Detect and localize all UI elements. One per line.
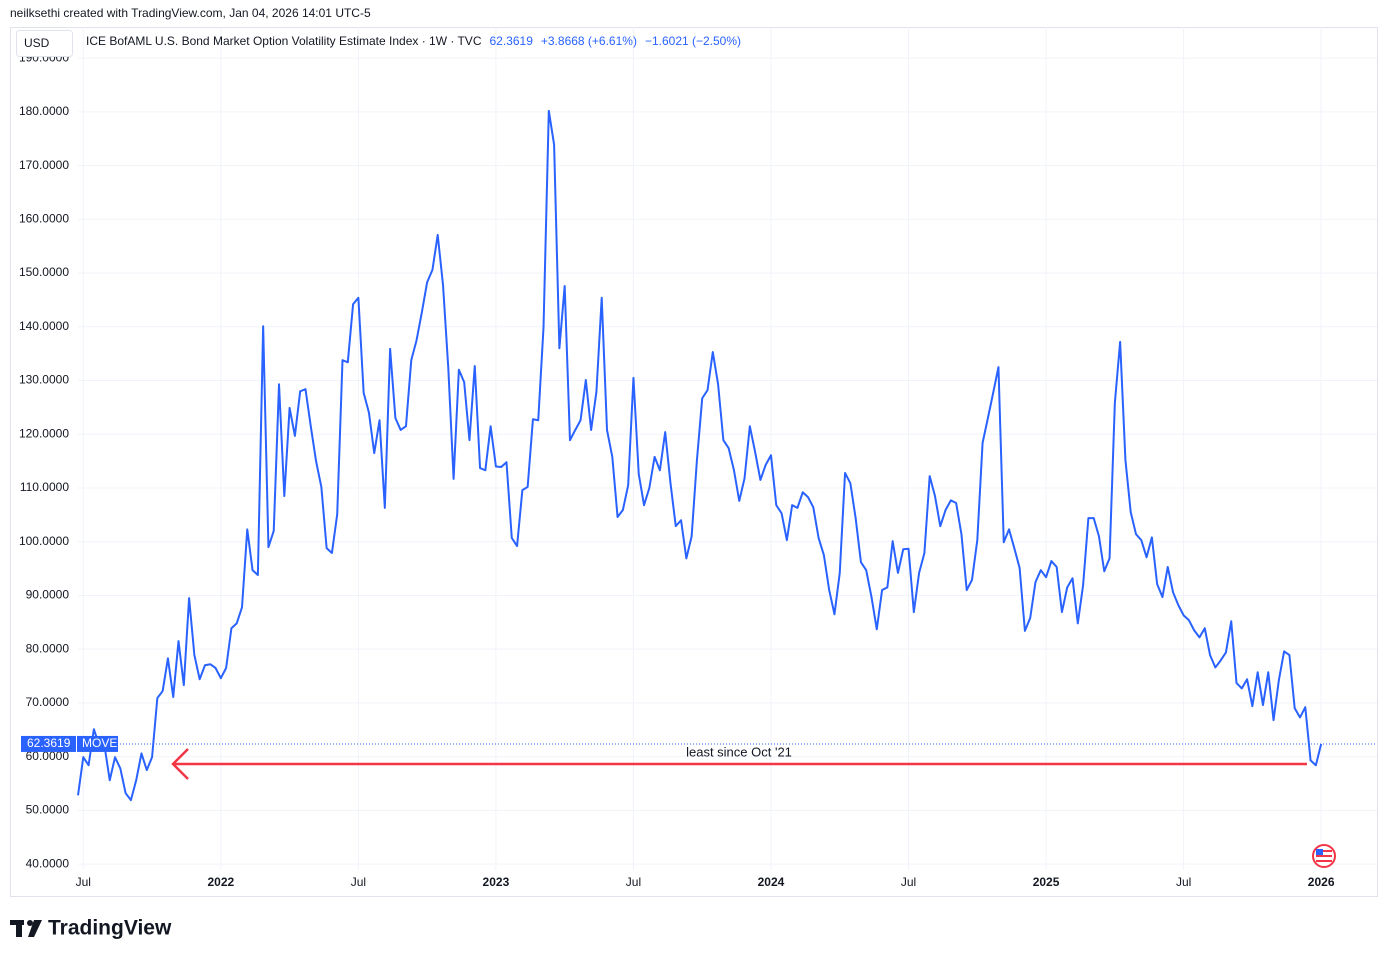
x-tick-label: Jul [76,875,91,889]
x-tick-label: 2023 [483,875,510,889]
legend-change-2: −1.6021 (−2.50%) [645,34,741,48]
y-tick-label: 160.0000 [19,212,69,226]
y-tick-label: 50.0000 [26,803,70,817]
last-price-box [21,735,76,752]
x-tick-label: Jul [901,875,916,889]
y-tick-label: 80.0000 [26,641,70,655]
annotation: least since Oct '21 [686,744,792,759]
last-price-label: 62.3619 [27,736,71,750]
y-tick-label: 90.0000 [26,588,70,602]
flag-icon [1312,844,1336,868]
x-tick-label: Jul [1176,875,1191,889]
legend-title: ICE BofAML U.S. Bond Market Option Volat… [86,34,482,48]
plot [77,109,1377,802]
chart-frame [10,27,1378,897]
y-tick-label: 70.0000 [26,695,70,709]
brand-logo [10,920,42,937]
x-tick-label: Jul [351,875,366,889]
x-tick-label: 2024 [758,875,785,889]
legend-change: +3.8668 (+6.61%) [541,34,637,48]
price-line [77,109,1323,802]
x-tick-label: Jul [626,875,641,889]
currency: USD [24,36,50,50]
brand: TradingView [48,917,172,940]
y-tick-label: 180.0000 [19,104,69,118]
x-tick-label: 2022 [207,875,234,889]
y-tick-label: 130.0000 [19,373,69,387]
x-tick-label: 2025 [1033,875,1060,889]
symbol-box [77,735,118,752]
axes: 40.0000 50.0000 60.0000 70.0000 80.0000 90.00… [19,50,1335,889]
y-tick-label: 100.0000 [19,534,69,548]
y-tick-label: 60.0000 [26,749,70,763]
legend-value: 62.3619 [489,34,533,48]
y-tick-label: 110.0000 [20,480,69,494]
legend: ICE BofAML U.S. Bond Market Option Volat… [86,34,741,48]
annotation-arrowhead [171,748,189,780]
header: neilksethi created with TradingView.com,… [10,6,371,20]
y-tick-label: 170.0000 [19,158,69,172]
grid [78,27,1377,870]
y-tick-label: 150.0000 [19,265,69,279]
currency-button[interactable] [16,30,73,57]
y-tick-label: 120.0000 [19,426,69,440]
y-tick-label: 140.0000 [19,319,69,333]
symbol-label: MOVE [82,736,117,750]
x-tick-label: 2026 [1308,875,1335,889]
y-tick-label: 40.0000 [26,856,70,870]
